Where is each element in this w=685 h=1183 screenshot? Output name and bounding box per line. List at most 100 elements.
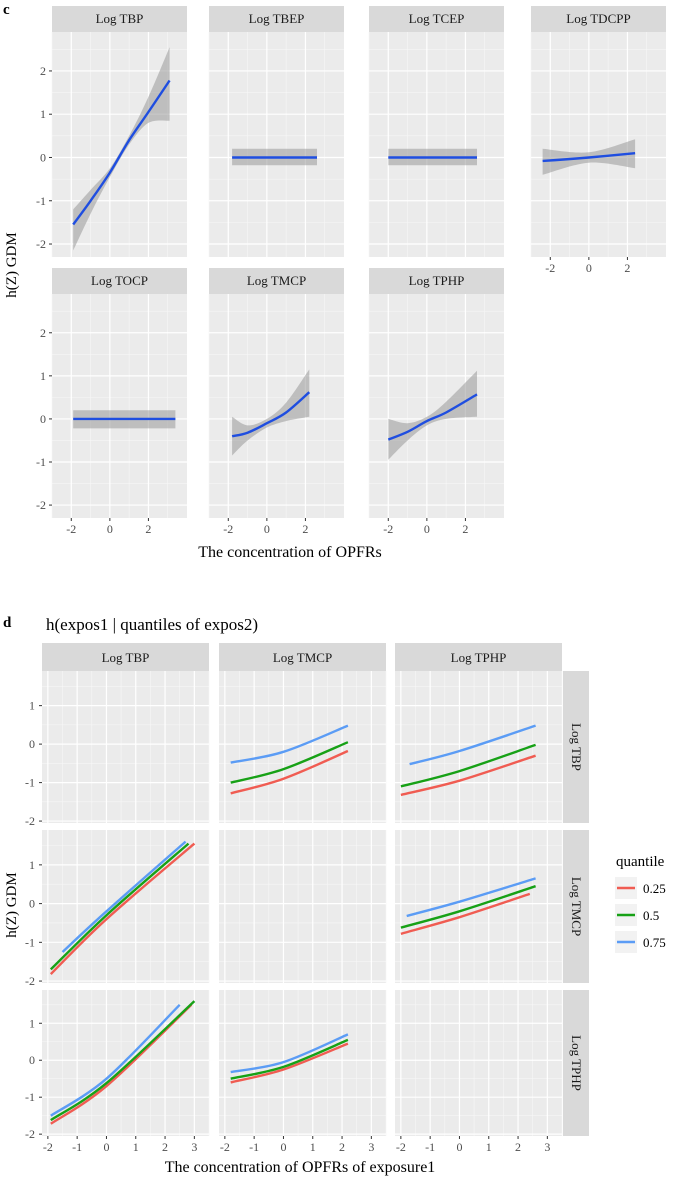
y-tick-label: 1 (29, 699, 35, 713)
row-strip-label: Log TMCP (569, 877, 584, 936)
y-tick-label: -2 (25, 1127, 35, 1141)
row-strip-label: Log TPHP (569, 1035, 584, 1091)
x-tick-label: 0 (424, 522, 430, 536)
x-tick-label: -2 (43, 1140, 53, 1154)
y-tick-label: -1 (36, 194, 46, 208)
panel-letter-c: c (3, 2, 10, 18)
panel-letter-d: d (3, 615, 12, 631)
facet-strip-label: Log TBP (96, 11, 144, 26)
facet-strip (531, 6, 666, 32)
y-tick-label: -1 (25, 935, 35, 949)
quantile-line-05 (49, 842, 190, 971)
x-tick-label: 3 (368, 1140, 374, 1154)
quantile-line-05 (230, 1038, 349, 1080)
x-tick-label: 2 (462, 522, 468, 536)
x-axis-title: The concentration of OPFRs (198, 544, 382, 561)
x-tick-label: 0 (264, 522, 270, 536)
facet-strip (52, 268, 187, 294)
quantile-line-075 (61, 840, 187, 953)
x-tick-label: 0 (456, 1140, 462, 1154)
row-strip (563, 990, 589, 1136)
x-tick-label: 1 (310, 1140, 316, 1154)
facet-strip-label: Log TOCP (91, 273, 148, 288)
y-axis-title: h(Z) GDM (4, 872, 20, 937)
confidence-ribbon (73, 47, 170, 251)
y-tick-label: 2 (40, 64, 46, 78)
y-tick-label: -1 (25, 776, 35, 790)
column-strip (42, 643, 209, 671)
x-tick-label: -2 (545, 261, 555, 275)
x-axis-title: The concentration of OPFRs of exposure1 (165, 1159, 436, 1176)
quantile-line-025 (230, 1042, 349, 1084)
facet-panel (219, 830, 386, 983)
chart-title: h(expos1 | quantiles of expos2) (46, 615, 258, 634)
x-tick-label: 2 (145, 522, 151, 536)
x-tick-label: -1 (249, 1140, 259, 1154)
column-strip-label: Log TPHP (451, 650, 507, 665)
x-tick-label: 0 (103, 1140, 109, 1154)
quantile-line-075 (230, 1033, 349, 1074)
x-tick-label: 2 (339, 1140, 345, 1154)
y-axis-title: h(Z) GDM (4, 232, 20, 297)
facet-strip (369, 268, 504, 294)
y-tick-label: 0 (29, 897, 35, 911)
facet-strip (369, 6, 504, 32)
y-tick-label: 0 (40, 150, 46, 164)
facet-strip-label: Log TPHP (409, 273, 465, 288)
x-tick-label: -1 (72, 1140, 82, 1154)
row-strip-label: Log TBP (569, 723, 584, 771)
x-tick-label: 2 (515, 1140, 521, 1154)
quantile-line-025 (400, 892, 531, 935)
y-tick-label: 0 (29, 737, 35, 751)
x-tick-label: 3 (191, 1140, 197, 1154)
y-tick-label: 1 (29, 858, 35, 872)
y-tick-label: -2 (25, 814, 35, 828)
facet-strip-label: Log TBEP (249, 11, 305, 26)
facet-panel (209, 294, 344, 518)
x-tick-label: 2 (302, 522, 308, 536)
y-tick-label: 1 (29, 1016, 35, 1030)
column-strip-label: Log TBP (102, 650, 150, 665)
quantile-line-075 (230, 724, 349, 764)
facet-panel (395, 671, 562, 823)
x-tick-label: 2 (162, 1140, 168, 1154)
facet-panel (42, 671, 209, 823)
y-tick-label: -1 (36, 455, 46, 469)
quantile-line-075 (50, 1003, 181, 1117)
exposure-response-line (231, 391, 311, 438)
exposure-response-line (72, 79, 171, 226)
quantile-line-075 (409, 724, 536, 766)
x-tick-label: 0 (586, 261, 592, 275)
y-tick-label: -2 (25, 974, 35, 988)
quantile-line-05 (50, 1000, 196, 1122)
legend-label: 0.5 (643, 908, 659, 923)
confidence-ribbon (388, 370, 477, 460)
y-tick-label: 1 (40, 107, 46, 121)
y-tick-label: -2 (36, 498, 46, 512)
x-tick-label: -2 (220, 1140, 230, 1154)
facet-strip (209, 268, 344, 294)
row-strip (563, 830, 589, 983)
y-tick-label: 2 (40, 326, 46, 340)
y-tick-label: 0 (40, 412, 46, 426)
quantile-line-025 (400, 754, 536, 797)
x-tick-label: -1 (425, 1140, 435, 1154)
y-tick-label: 0 (29, 1053, 35, 1067)
x-tick-label: -2 (396, 1140, 406, 1154)
quantile-line-05 (230, 741, 349, 784)
facet-strip-label: Log TCEP (409, 11, 465, 26)
facet-strip-label: Log TMCP (247, 273, 306, 288)
quantile-line-025 (49, 842, 196, 975)
facet-panel (369, 32, 504, 257)
x-tick-label: 0 (280, 1140, 286, 1154)
x-tick-label: -2 (383, 522, 393, 536)
facet-panel (209, 32, 344, 257)
confidence-ribbon (232, 369, 310, 456)
x-tick-label: -2 (66, 522, 76, 536)
quantile-line-05 (400, 743, 536, 788)
x-tick-label: 3 (544, 1140, 550, 1154)
y-tick-label: 1 (40, 369, 46, 383)
y-tick-label: -1 (25, 1090, 35, 1104)
x-tick-label: 1 (486, 1140, 492, 1154)
